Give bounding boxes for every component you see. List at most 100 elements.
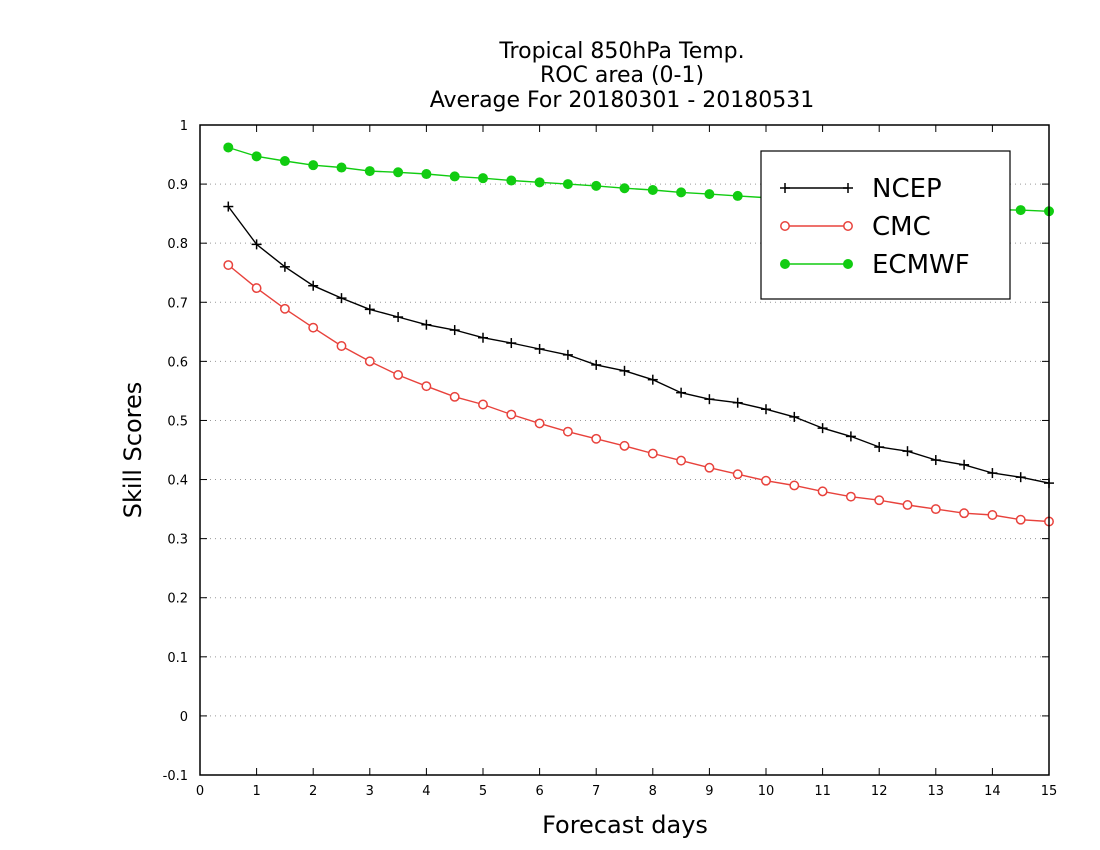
data-point-ncep bbox=[478, 332, 488, 343]
data-point-cmc bbox=[534, 418, 545, 429]
data-point-ncep bbox=[223, 201, 234, 212]
y-axis-label: Skill Scores bbox=[119, 382, 147, 519]
data-point-ncep bbox=[364, 304, 375, 315]
data-point-ecmwf bbox=[732, 190, 743, 201]
data-point-ecmwf bbox=[364, 166, 375, 177]
data-point-ncep bbox=[336, 293, 347, 304]
x-tick-label: 14 bbox=[984, 784, 1001, 799]
data-point-ecmwf bbox=[704, 189, 715, 200]
data-point-cmc bbox=[817, 486, 828, 497]
y-tick-label: 0.5 bbox=[167, 414, 188, 429]
data-point-ecmwf bbox=[506, 175, 517, 186]
data-point-ecmwf bbox=[562, 179, 573, 190]
data-point-ncep bbox=[845, 431, 856, 442]
data-point-ncep bbox=[902, 446, 913, 457]
data-point-cmc bbox=[789, 480, 800, 491]
data-point-ecmwf bbox=[591, 180, 602, 191]
data-point-ncep bbox=[279, 261, 290, 272]
data-point-ncep bbox=[817, 423, 828, 434]
legend-marker-ecmwf bbox=[780, 259, 790, 269]
data-point-cmc bbox=[1015, 514, 1026, 525]
legend-item-ecmwf: ECMWF bbox=[780, 250, 970, 280]
x-tick-label: 0 bbox=[196, 784, 204, 799]
data-point-cmc bbox=[732, 469, 743, 480]
data-point-ncep bbox=[506, 338, 517, 349]
data-point-cmc bbox=[223, 260, 234, 270]
x-tick-label: 15 bbox=[1041, 784, 1058, 799]
x-axis-label: Forecast days bbox=[542, 811, 708, 839]
data-point-cmc bbox=[449, 391, 460, 402]
x-tick-label: 6 bbox=[535, 784, 543, 799]
legend-marker-ncep bbox=[843, 183, 853, 193]
data-point-ecmwf bbox=[251, 151, 262, 162]
data-point-cmc bbox=[251, 283, 262, 294]
chart-title-line-1: Tropical 850hPa Temp. bbox=[498, 39, 744, 64]
legend-label-ncep: NCEP bbox=[872, 174, 942, 204]
series-cmc bbox=[223, 260, 1054, 527]
data-point-cmc bbox=[874, 495, 885, 506]
data-point-ecmwf bbox=[647, 185, 658, 195]
data-point-ncep bbox=[591, 359, 602, 370]
y-tick-label: 1 bbox=[180, 119, 188, 134]
data-point-cmc bbox=[336, 341, 347, 351]
data-point-ecmwf bbox=[308, 160, 319, 171]
x-tick-label: 10 bbox=[758, 784, 775, 799]
x-tick-label: 7 bbox=[592, 784, 600, 799]
data-point-ncep bbox=[251, 239, 262, 250]
data-point-cmc bbox=[902, 500, 913, 510]
data-point-ncep bbox=[987, 468, 998, 479]
y-tick-label: 0 bbox=[180, 710, 188, 725]
data-point-ncep bbox=[393, 312, 404, 323]
y-tick-label: 0.3 bbox=[167, 533, 188, 548]
data-point-ecmwf bbox=[449, 171, 460, 182]
chart-title-line-2: ROC area (0-1) bbox=[540, 63, 704, 88]
chart-title-line-3: Average For 20180301 - 20180531 bbox=[430, 88, 815, 113]
data-point-cmc bbox=[478, 399, 488, 410]
legend-marker-cmc bbox=[780, 221, 790, 231]
data-point-ncep bbox=[676, 387, 687, 398]
x-tick-label: 8 bbox=[649, 784, 657, 799]
legend-marker-ecmwf bbox=[843, 259, 853, 269]
legend: NCEP CMC ECMWF bbox=[760, 150, 1011, 300]
data-point-cmc bbox=[393, 370, 404, 380]
legend-marker-cmc bbox=[843, 221, 853, 231]
data-point-ecmwf bbox=[279, 156, 290, 167]
x-tick-label: 11 bbox=[814, 784, 831, 799]
legend-label-cmc: CMC bbox=[872, 212, 931, 242]
data-point-cmc bbox=[845, 491, 856, 502]
x-tick-label: 5 bbox=[479, 784, 487, 799]
y-tick-label: 0.7 bbox=[167, 296, 188, 311]
data-point-ecmwf bbox=[676, 187, 687, 198]
data-point-ncep bbox=[647, 374, 658, 385]
data-point-ncep bbox=[562, 349, 573, 360]
data-point-cmc bbox=[761, 475, 771, 486]
data-point-cmc bbox=[364, 356, 375, 367]
data-point-ncep bbox=[732, 397, 743, 408]
legend-label-ecmwf: ECMWF bbox=[872, 250, 970, 280]
y-tick-label: 0.2 bbox=[167, 592, 188, 607]
data-point-ncep bbox=[761, 404, 771, 415]
data-point-cmc bbox=[279, 303, 290, 314]
y-tick-label: -0.1 bbox=[163, 769, 188, 784]
data-point-ncep bbox=[704, 394, 715, 405]
x-tick-label: 4 bbox=[422, 784, 430, 799]
data-point-cmc bbox=[591, 433, 602, 444]
data-point-ecmwf bbox=[336, 162, 347, 173]
data-point-ncep bbox=[1015, 472, 1026, 483]
series-line-ncep bbox=[227, 206, 1050, 484]
data-point-ncep bbox=[449, 325, 460, 336]
x-tick-label: 13 bbox=[928, 784, 945, 799]
data-point-ecmwf bbox=[534, 177, 545, 188]
data-point-ncep bbox=[421, 319, 432, 330]
axis-ticks: -0.100.10.20.30.40.50.60.70.80.910 1 2 3 4 5 6… bbox=[163, 119, 1058, 799]
data-point-cmc bbox=[421, 381, 432, 392]
data-point-cmc bbox=[308, 322, 319, 333]
series-ncep bbox=[223, 201, 1054, 489]
data-point-ncep bbox=[789, 411, 800, 422]
data-point-ecmwf bbox=[393, 167, 404, 178]
chart-title: Tropical 850hPa Temp. ROC area (0-1) Ave… bbox=[430, 39, 815, 113]
legend-box bbox=[760, 150, 1011, 300]
data-point-cmc bbox=[959, 508, 970, 519]
x-tick-label: 1 bbox=[252, 784, 260, 799]
